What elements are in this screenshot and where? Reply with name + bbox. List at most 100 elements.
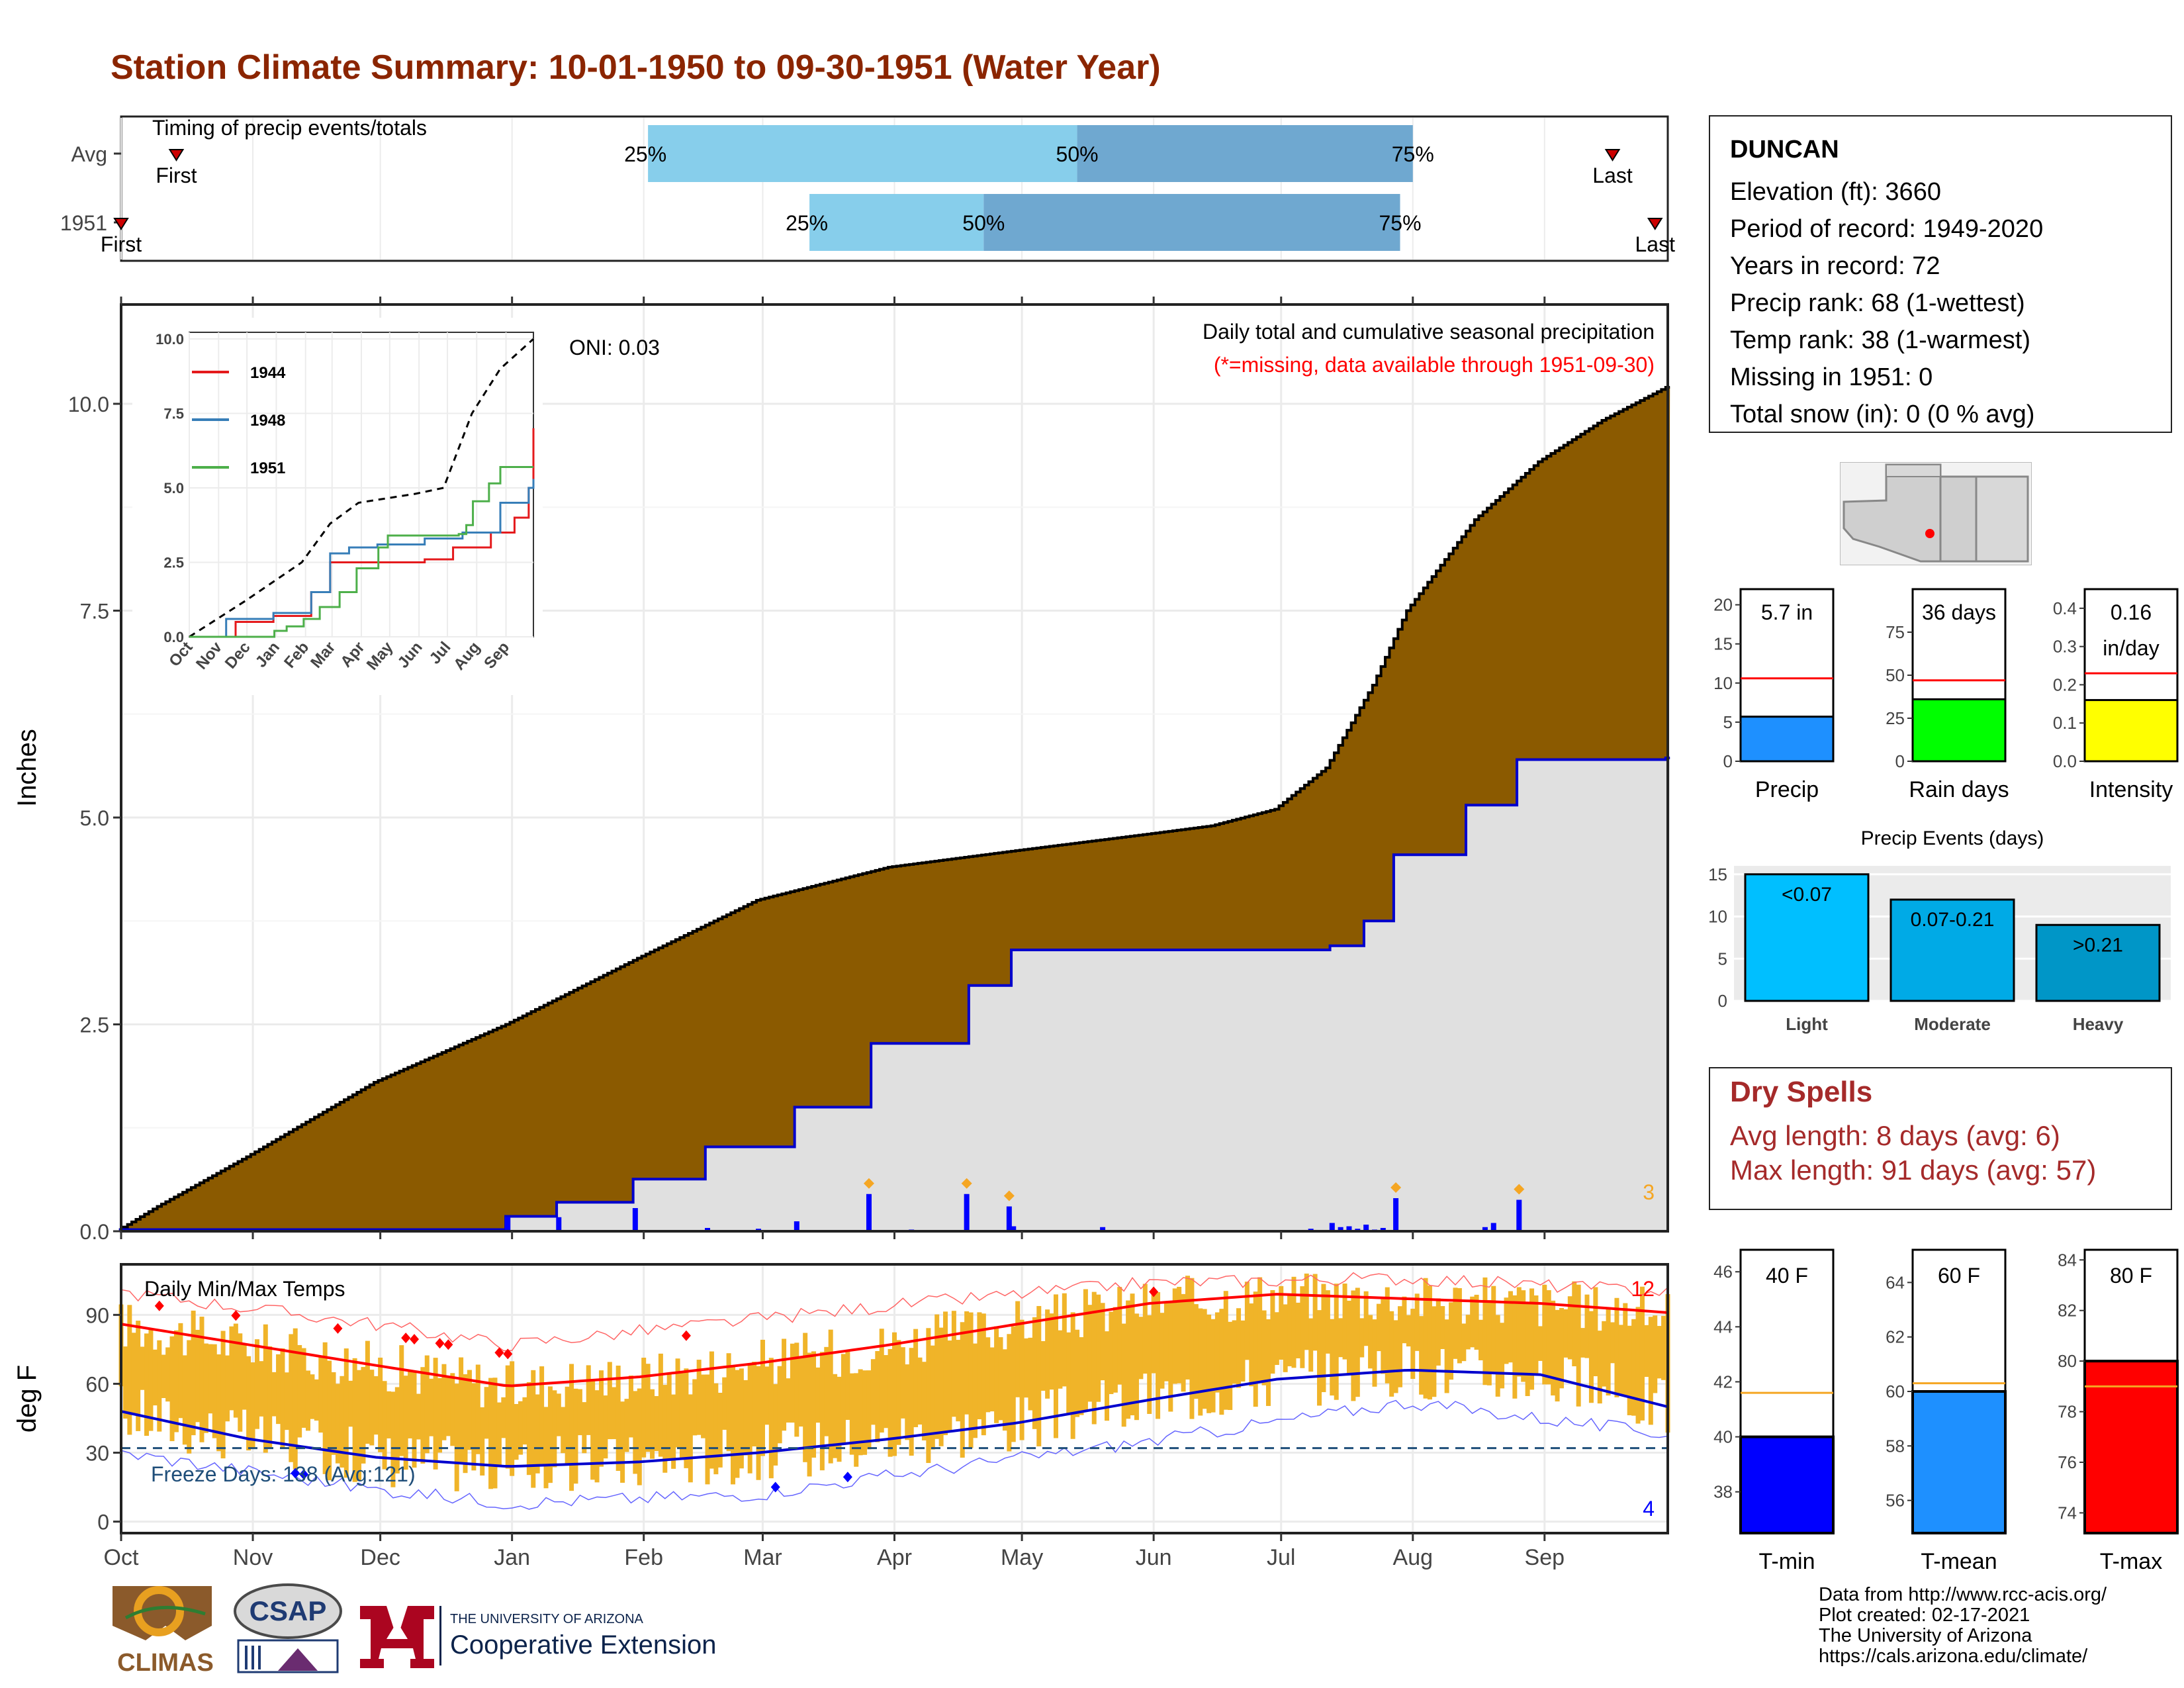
daily-temp-bar	[480, 1407, 485, 1476]
summary-ytick-label: 50	[1886, 665, 1905, 685]
precipitation-chart: 0.0 2.5 5.0 7.5 10.0 Inches Daily total and cu…	[13, 297, 1670, 1244]
daily-temp-bar	[1516, 1287, 1522, 1377]
daily-temp-bar	[628, 1376, 633, 1438]
daily-temp-bar	[1189, 1278, 1195, 1419]
daily-precip-bar	[1393, 1198, 1399, 1231]
daily-precip-bar	[1490, 1223, 1496, 1231]
timing-last-marker	[1604, 149, 1621, 162]
daily-temp-bar	[650, 1389, 655, 1459]
temp-summary-ytick-label: 42	[1713, 1372, 1733, 1391]
daily-temp-bar	[1223, 1291, 1228, 1410]
avg-min-line	[120, 1368, 1668, 1468]
daily-temp-bar	[960, 1322, 965, 1458]
page-title: Station Climate Summary: 10-01-1950 to 0…	[111, 48, 1161, 87]
daily-temp-bar	[807, 1352, 812, 1477]
precip-ylabel: Inches	[13, 729, 42, 807]
daily-temp-bar	[1435, 1298, 1441, 1366]
daily-temp-bar	[352, 1358, 357, 1482]
daily-precip-bar	[1338, 1227, 1343, 1231]
daily-temp-bar	[242, 1344, 247, 1410]
summary-value-bar	[1739, 716, 1835, 763]
daily-temp-bar	[1597, 1331, 1602, 1404]
temp-summary-category-label: T-min	[1759, 1549, 1815, 1574]
avg-cumulative-line	[118, 386, 1670, 1231]
credits: Data from http://www.rcc-acis.org/ Plot …	[1819, 1585, 2107, 1667]
summary-value-bar	[1911, 698, 2007, 763]
daily-temp-bar	[1389, 1311, 1394, 1397]
timing-last-label: Last	[1635, 232, 1675, 256]
daily-temp-bar	[539, 1366, 545, 1464]
daily-temp-bar	[1049, 1313, 1054, 1390]
daily-temp-bar	[1228, 1321, 1233, 1411]
daily-temp-bar	[1214, 1312, 1220, 1393]
daily-temp-bar	[140, 1346, 145, 1390]
daily-temp-bar	[998, 1337, 1003, 1421]
daily-temp-bar	[1432, 1306, 1437, 1397]
daily-temp-bar	[1546, 1290, 1551, 1385]
month-label: Sep	[1525, 1545, 1565, 1570]
temp-summary-ytick-label: 76	[2058, 1452, 2077, 1472]
daily-temp-bar	[1109, 1311, 1114, 1394]
event-bar	[1889, 898, 2015, 1002]
month-label: Jul	[1267, 1545, 1295, 1570]
daily-temp-bar	[314, 1379, 319, 1421]
daily-temp-bar	[1398, 1306, 1403, 1387]
inset-year-line	[189, 466, 533, 638]
daily-temp-bar	[811, 1351, 817, 1458]
daily-temp-bar	[1508, 1291, 1513, 1363]
daily-precip-bar	[505, 1217, 511, 1231]
daily-temp-bar	[348, 1380, 353, 1427]
temp-summary-ytick-label: 82	[2058, 1301, 2077, 1321]
daily-temp-bar	[989, 1347, 995, 1412]
daily-temp-bar	[441, 1364, 447, 1440]
temp-summary-ytick-label: 60	[1886, 1382, 1905, 1401]
daily-temp-bar	[909, 1348, 914, 1456]
daily-temp-bar	[271, 1372, 277, 1417]
timing-bar-late	[983, 194, 1400, 251]
summary-category-label: Rain days	[1909, 777, 2009, 802]
daily-temp-bar	[726, 1353, 731, 1452]
daily-temp-bar	[429, 1378, 434, 1436]
daily-temp-bar	[1249, 1303, 1254, 1387]
record-high-marker	[1149, 1286, 1159, 1297]
month-label: Jun	[1136, 1545, 1172, 1570]
daily-temp-bar	[1113, 1307, 1118, 1393]
daily-temp-bar	[612, 1387, 617, 1440]
daily-temp-bar	[1032, 1317, 1037, 1429]
daily-temp-bar	[862, 1370, 868, 1455]
daily-temp-bar	[1661, 1315, 1666, 1380]
daily-temp-bar	[1130, 1293, 1135, 1416]
daily-temp-bar	[892, 1332, 897, 1456]
daily-temp-bar	[233, 1323, 238, 1418]
daily-temp-bar	[547, 1386, 553, 1483]
daily-temp-bar	[1219, 1309, 1224, 1415]
station-missing: Missing in 1951: 0	[1730, 363, 1933, 391]
daily-temp-bar	[484, 1387, 489, 1439]
daily-temp-bar	[1639, 1286, 1645, 1421]
daily-temp-bar	[815, 1367, 821, 1423]
temperature-summary-chart: 38 40 42 44 46 40 F T-min 56 58 60 62 64 60 F T-mean 7…	[1713, 1248, 2179, 1574]
daily-temp-bar	[1308, 1318, 1314, 1372]
daily-temp-bar	[1330, 1319, 1335, 1396]
daily-temp-bar	[1593, 1287, 1598, 1377]
daily-temp-bar	[1551, 1300, 1556, 1396]
daily-temp-bar	[709, 1351, 714, 1469]
inset-avg-line	[189, 338, 535, 638]
daily-temp-bar	[399, 1345, 404, 1456]
daily-temp-bar	[1028, 1337, 1033, 1411]
daily-temp-bar	[373, 1376, 379, 1435]
daily-temp-bar	[199, 1317, 205, 1442]
daily-temp-bar	[173, 1330, 179, 1432]
daily-temp-bar	[254, 1339, 259, 1429]
locator-map	[1840, 462, 2032, 565]
daily-temp-bar	[365, 1340, 370, 1444]
daily-temp-bar	[1177, 1286, 1182, 1383]
record-low-marker	[842, 1472, 852, 1483]
daily-temp-bar	[1270, 1289, 1275, 1374]
daily-temp-bar	[454, 1383, 459, 1491]
event-category-label: Light	[1786, 1014, 1828, 1034]
daily-temp-bar	[1036, 1305, 1042, 1446]
daily-temp-bar	[1011, 1326, 1016, 1442]
daily-temp-bar	[1623, 1303, 1628, 1397]
daily-precip-bar	[1363, 1225, 1369, 1231]
